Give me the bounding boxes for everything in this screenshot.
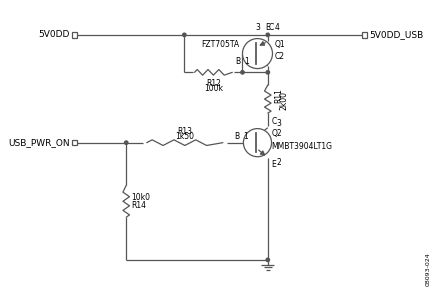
- Text: R12: R12: [206, 79, 220, 88]
- Text: 2k00: 2k00: [279, 92, 288, 110]
- Circle shape: [124, 141, 128, 144]
- Circle shape: [266, 71, 269, 74]
- Text: FZT705TA: FZT705TA: [201, 40, 239, 49]
- Text: E: E: [264, 23, 269, 32]
- Text: 1k50: 1k50: [175, 132, 194, 141]
- Text: 3: 3: [276, 119, 280, 128]
- Circle shape: [266, 258, 269, 262]
- Text: 08093-024: 08093-024: [424, 252, 430, 286]
- Text: MMBT3904LT1G: MMBT3904LT1G: [271, 142, 332, 151]
- Text: R14: R14: [131, 200, 145, 210]
- Text: 1: 1: [244, 57, 249, 66]
- Text: R13: R13: [177, 127, 192, 136]
- Text: USB_PWR_ON: USB_PWR_ON: [8, 138, 70, 147]
- Text: B: B: [234, 132, 239, 141]
- Text: C2: C2: [274, 52, 284, 61]
- Text: 5V0DD_USB: 5V0DD_USB: [368, 30, 422, 39]
- Text: 2: 2: [276, 158, 280, 167]
- Text: 5V0DD: 5V0DD: [39, 30, 70, 39]
- Text: 1: 1: [243, 132, 248, 141]
- Text: Q2: Q2: [271, 129, 282, 138]
- Circle shape: [242, 39, 272, 69]
- Text: 3: 3: [255, 23, 260, 32]
- Text: C: C: [268, 23, 273, 32]
- Circle shape: [243, 129, 271, 157]
- Bar: [72, 32, 77, 38]
- Text: R11: R11: [274, 88, 283, 103]
- Text: Q1: Q1: [274, 40, 284, 49]
- Text: 100k: 100k: [204, 84, 222, 93]
- Circle shape: [266, 33, 269, 37]
- Circle shape: [240, 71, 243, 74]
- Bar: [361, 32, 366, 38]
- Bar: [72, 140, 77, 145]
- Circle shape: [182, 33, 186, 37]
- Text: 4: 4: [274, 23, 279, 32]
- Text: E: E: [271, 160, 276, 169]
- Text: 10k0: 10k0: [131, 193, 150, 202]
- Text: B: B: [235, 57, 240, 66]
- Text: C: C: [271, 117, 276, 126]
